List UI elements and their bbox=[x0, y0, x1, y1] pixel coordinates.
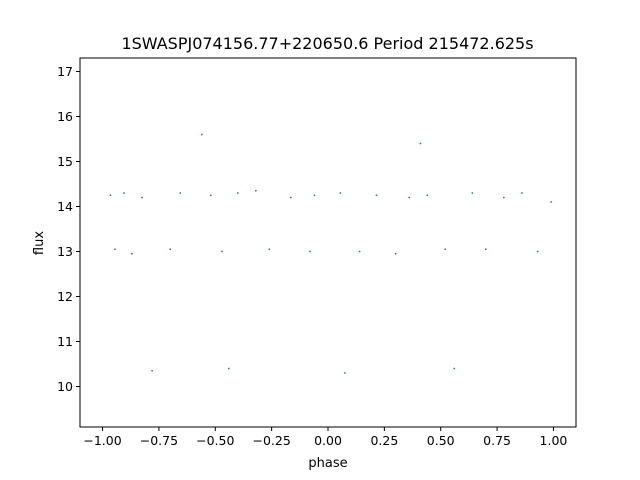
y-tick-label: 11 bbox=[57, 334, 73, 349]
data-point bbox=[444, 248, 447, 251]
data-point bbox=[289, 196, 292, 199]
data-point bbox=[227, 367, 230, 370]
y-tick-label: 17 bbox=[57, 64, 73, 79]
data-point bbox=[550, 201, 553, 203]
x-tick-label: −0.50 bbox=[196, 433, 234, 448]
data-point bbox=[375, 194, 378, 197]
data-point bbox=[394, 252, 397, 255]
data-point bbox=[426, 194, 429, 197]
data-point bbox=[114, 248, 116, 251]
data-point bbox=[520, 192, 523, 194]
y-tick-label: 16 bbox=[57, 109, 73, 124]
x-tick-label: 0.50 bbox=[427, 433, 455, 448]
x-tick-label: 0.25 bbox=[370, 433, 398, 448]
data-point bbox=[453, 367, 456, 370]
y-axis: 10 11 12 13 14 15 16 17 bbox=[57, 64, 80, 394]
y-tick-label: 15 bbox=[57, 154, 73, 169]
data-point bbox=[200, 133, 203, 136]
data-point bbox=[123, 192, 125, 194]
data-point bbox=[209, 194, 212, 197]
x-tick-label: −0.25 bbox=[252, 433, 290, 448]
plot-frame bbox=[79, 57, 577, 428]
x-tick-label: 0.75 bbox=[483, 433, 511, 448]
data-point bbox=[419, 142, 422, 145]
data-point bbox=[221, 250, 223, 253]
x-axis: −1.00 −0.75 −0.50 −0.25 0.00 0.25 0.50 0.75 1.00 bbox=[83, 427, 567, 448]
data-point bbox=[268, 248, 271, 251]
data-point bbox=[169, 248, 172, 251]
data-point bbox=[109, 194, 112, 197]
y-tick-label: 14 bbox=[57, 199, 73, 214]
y-tick-label: 10 bbox=[57, 379, 73, 394]
x-axis-label: phase bbox=[308, 456, 347, 471]
y-axis-label: flux bbox=[32, 231, 47, 255]
data-point bbox=[536, 250, 539, 253]
data-point bbox=[141, 196, 143, 199]
data-point bbox=[130, 252, 133, 255]
x-tick-label: 0.00 bbox=[314, 433, 342, 448]
data-point bbox=[236, 192, 239, 194]
data-point bbox=[502, 196, 505, 199]
chart-title: 1SWASPJ074156.77+220650.6 Period 215472.… bbox=[121, 34, 533, 53]
x-tick-label: −0.75 bbox=[140, 433, 178, 448]
data-point bbox=[151, 369, 154, 372]
data-point bbox=[484, 248, 487, 251]
y-tick-label: 12 bbox=[57, 289, 73, 304]
data-point bbox=[344, 372, 346, 374]
data-point bbox=[179, 192, 182, 194]
data-point bbox=[358, 250, 361, 253]
data-point bbox=[313, 194, 316, 197]
data-point bbox=[254, 189, 257, 192]
data-point bbox=[471, 192, 474, 194]
data-point bbox=[408, 196, 411, 199]
y-tick-label: 13 bbox=[57, 244, 73, 259]
data-point bbox=[339, 192, 342, 194]
x-tick-label: 1.00 bbox=[540, 433, 568, 448]
scatter-points bbox=[109, 133, 553, 374]
x-tick-label: −1.00 bbox=[83, 433, 121, 448]
data-point bbox=[309, 250, 311, 253]
